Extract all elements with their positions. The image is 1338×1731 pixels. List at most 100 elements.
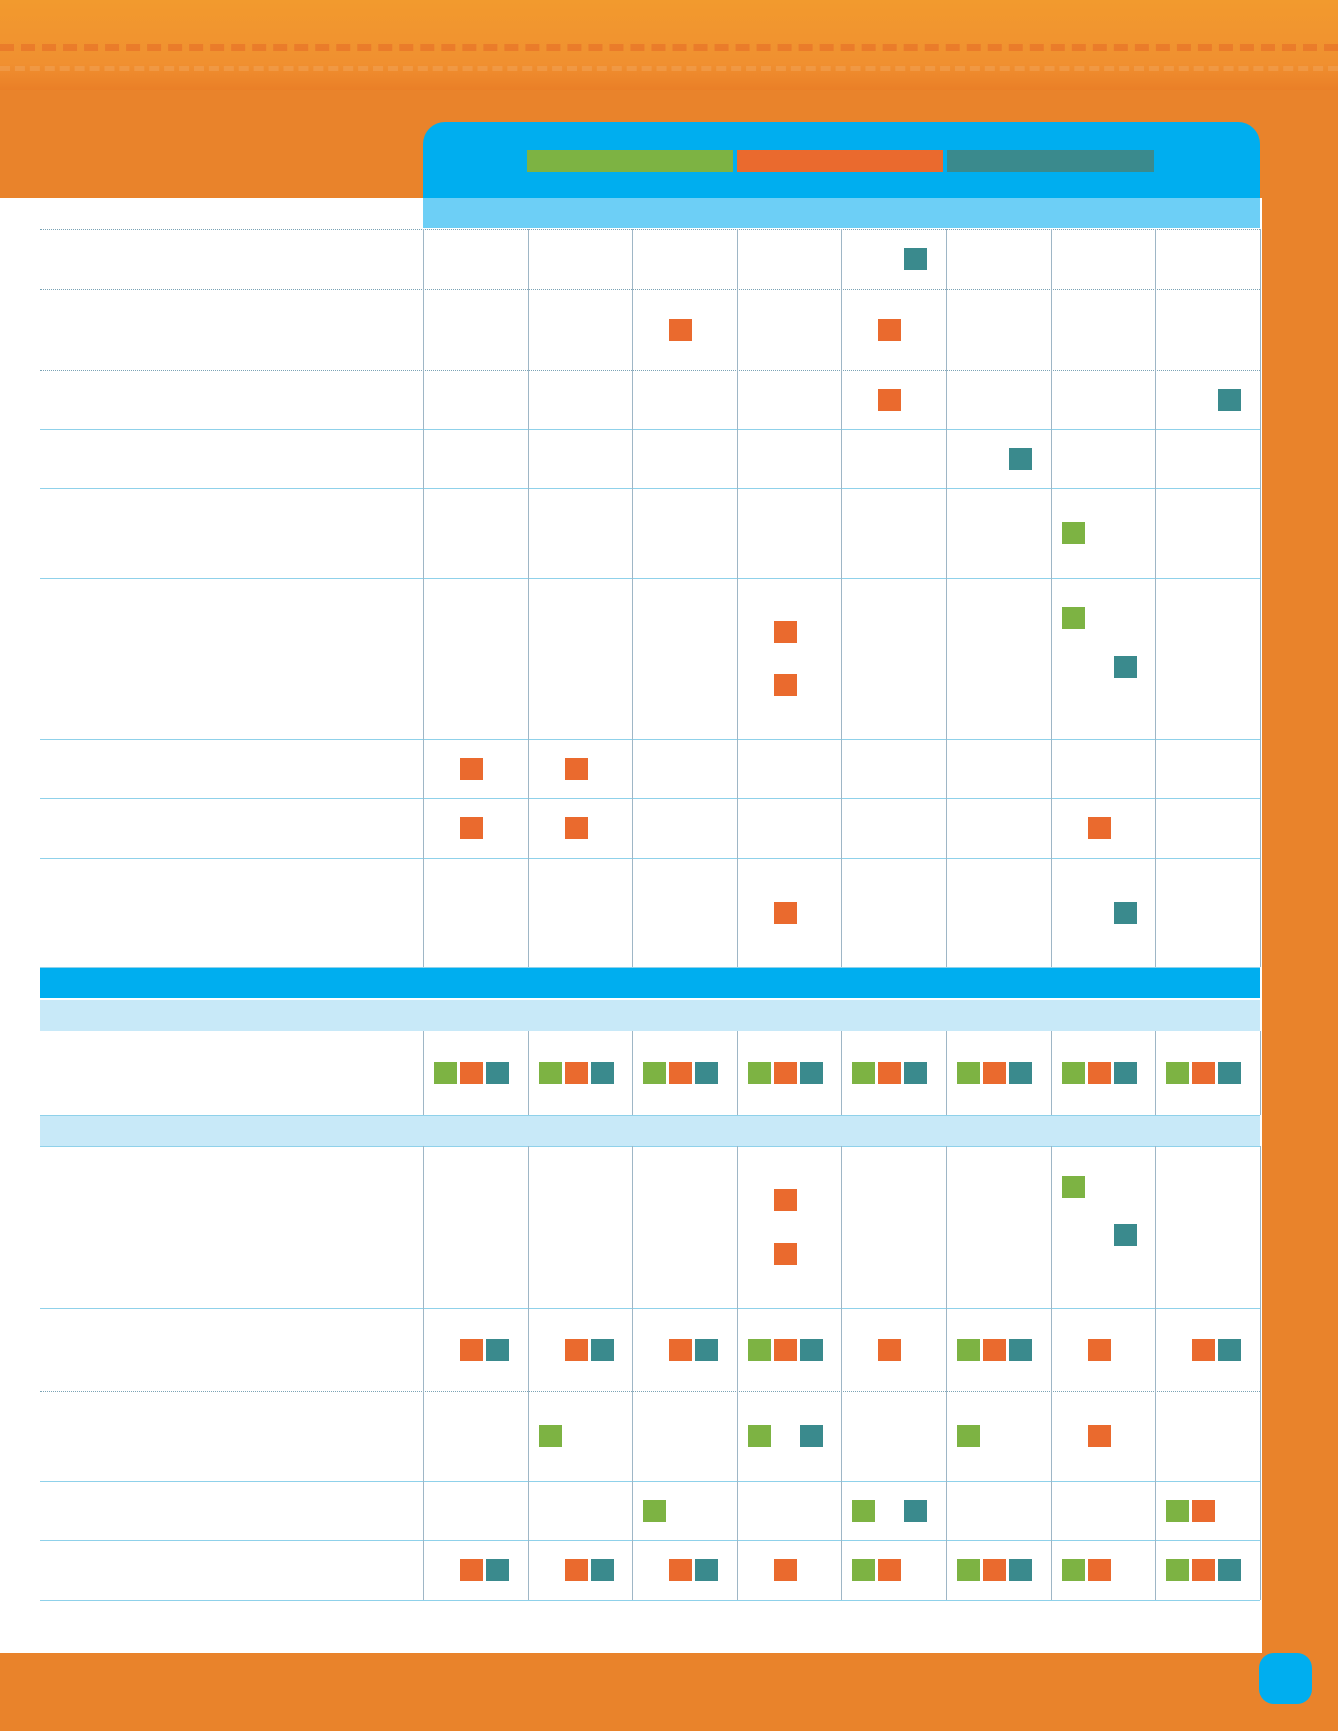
- green-marker: [957, 1062, 980, 1084]
- orange-marker: [878, 1339, 901, 1361]
- green-marker: [852, 1559, 875, 1581]
- row-divider: [40, 798, 1260, 799]
- orange-marker: [565, 1559, 588, 1581]
- legend-bar-orange: [737, 150, 943, 172]
- column-divider: [1051, 1031, 1052, 1115]
- teal-marker: [904, 1062, 927, 1084]
- row-divider: [40, 1481, 1260, 1482]
- green-marker: [957, 1339, 980, 1361]
- teal-marker: [1114, 656, 1137, 678]
- green-marker: [1166, 1559, 1189, 1581]
- orange-marker: [460, 758, 483, 780]
- orange-marker: [1192, 1339, 1215, 1361]
- row-divider: [40, 1391, 1260, 1392]
- orange-marker: [774, 1062, 797, 1084]
- column-divider: [423, 1146, 424, 1600]
- green-marker: [748, 1339, 771, 1361]
- column-header-band: [423, 198, 1260, 228]
- teal-marker: [1009, 1559, 1032, 1581]
- row-divider: [40, 429, 1260, 430]
- page-number-badge: [1259, 1653, 1312, 1704]
- column-divider: [841, 229, 842, 967]
- orange-marker: [878, 1062, 901, 1084]
- column-divider: [1051, 229, 1052, 967]
- green-marker: [434, 1062, 457, 1084]
- column-divider: [1260, 1031, 1261, 1115]
- orange-marker: [1088, 817, 1111, 839]
- row-divider: [40, 229, 1260, 230]
- legend-bar-green: [527, 150, 733, 172]
- row-divider: [40, 1540, 1260, 1541]
- orange-marker: [1192, 1062, 1215, 1084]
- column-divider: [1155, 1146, 1156, 1600]
- teal-marker: [695, 1339, 718, 1361]
- row-divider: [40, 967, 1260, 968]
- teal-marker: [1009, 1062, 1032, 1084]
- orange-marker: [565, 758, 588, 780]
- teal-marker: [1009, 448, 1032, 470]
- section-a-band: [40, 1000, 1260, 1031]
- green-marker: [1062, 1559, 1085, 1581]
- row-divider: [40, 488, 1260, 489]
- column-divider: [528, 229, 529, 967]
- teal-marker: [1218, 1559, 1241, 1581]
- teal-marker: [904, 248, 927, 270]
- green-marker: [852, 1500, 875, 1522]
- row-divider: [40, 289, 1260, 290]
- section-divider: [40, 968, 1260, 998]
- orange-marker: [878, 1559, 901, 1581]
- orange-marker: [983, 1559, 1006, 1581]
- top-banner: [0, 0, 1338, 90]
- teal-marker: [591, 1339, 614, 1361]
- teal-marker: [1218, 1062, 1241, 1084]
- row-divider: [40, 1600, 1260, 1601]
- column-divider: [1051, 1146, 1052, 1600]
- teal-marker: [591, 1062, 614, 1084]
- orange-marker: [460, 1339, 483, 1361]
- orange-marker: [1192, 1500, 1215, 1522]
- orange-marker: [669, 1559, 692, 1581]
- orange-marker: [774, 1559, 797, 1581]
- teal-marker: [800, 1425, 823, 1447]
- orange-marker: [774, 902, 797, 924]
- orange-marker: [669, 1062, 692, 1084]
- row-divider: [40, 1146, 1260, 1147]
- orange-marker: [460, 1559, 483, 1581]
- green-marker: [643, 1500, 666, 1522]
- green-marker: [539, 1425, 562, 1447]
- column-divider: [946, 1146, 947, 1600]
- column-divider: [737, 1031, 738, 1115]
- teal-marker: [695, 1559, 718, 1581]
- teal-marker: [1114, 1224, 1137, 1246]
- orange-marker: [983, 1062, 1006, 1084]
- column-divider: [841, 1146, 842, 1600]
- teal-marker: [1218, 389, 1241, 411]
- orange-marker: [878, 319, 901, 341]
- teal-marker: [695, 1062, 718, 1084]
- orange-marker: [774, 1189, 797, 1211]
- orange-marker: [983, 1339, 1006, 1361]
- column-divider: [528, 1146, 529, 1600]
- column-divider: [423, 1031, 424, 1115]
- orange-marker: [669, 1339, 692, 1361]
- column-divider: [1260, 229, 1261, 967]
- row-divider: [40, 1308, 1260, 1309]
- column-divider: [1155, 1031, 1156, 1115]
- row-divider: [40, 1115, 1260, 1116]
- orange-marker: [565, 817, 588, 839]
- teal-marker: [1114, 902, 1137, 924]
- green-marker: [1062, 607, 1085, 629]
- column-divider: [632, 229, 633, 967]
- orange-marker: [774, 674, 797, 696]
- orange-marker: [460, 817, 483, 839]
- teal-marker: [800, 1062, 823, 1084]
- teal-marker: [486, 1559, 509, 1581]
- green-marker: [1062, 522, 1085, 544]
- orange-marker: [878, 389, 901, 411]
- column-divider: [946, 229, 947, 967]
- row-divider: [40, 370, 1260, 371]
- orange-marker: [774, 1339, 797, 1361]
- green-marker: [852, 1062, 875, 1084]
- teal-marker: [904, 1500, 927, 1522]
- green-marker: [643, 1062, 666, 1084]
